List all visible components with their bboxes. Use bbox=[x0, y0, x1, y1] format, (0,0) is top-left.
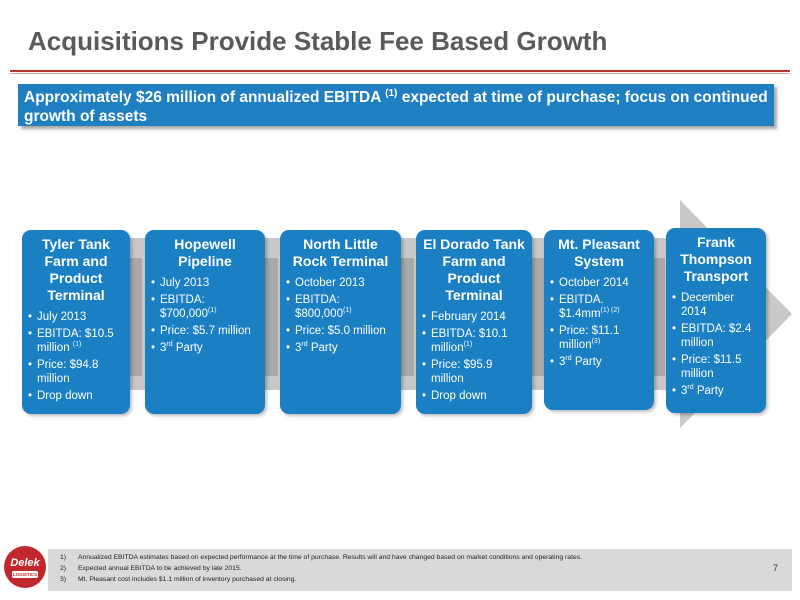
card-type: 3rd Party bbox=[151, 341, 259, 355]
card-price: Price: $11.1 million(3) bbox=[550, 324, 648, 352]
card-date: October 2013 bbox=[286, 276, 395, 290]
title-divider-thin bbox=[10, 73, 790, 74]
logo-subtitle: LOGISTICS bbox=[12, 571, 38, 578]
acquisition-card-frank-thompson: Frank Thompson Transport December 2014 E… bbox=[666, 228, 766, 413]
connector-bar bbox=[652, 258, 665, 376]
card-type: 3rd Party bbox=[286, 341, 395, 355]
card-bullets: December 2014 EBITDA: $2.4 million Price… bbox=[672, 291, 760, 398]
card-date: July 2013 bbox=[28, 310, 124, 324]
title-divider bbox=[10, 70, 790, 72]
connector-bar bbox=[531, 258, 544, 376]
delek-logistics-logo: Delek LOGISTICS bbox=[4, 546, 48, 594]
card-type: 3rd Party bbox=[550, 355, 648, 369]
page-number: 7 bbox=[772, 563, 778, 573]
card-price: Price: $5.7 million bbox=[151, 324, 259, 338]
card-price: Price: $95.9 million bbox=[422, 358, 526, 386]
footnote-2: 2) Expected annual EBITDA to be achieved … bbox=[60, 565, 242, 572]
acquisition-card-north-little-rock: North Little Rock Terminal October 2013 … bbox=[280, 230, 401, 414]
card-price: Price: $11.5 million bbox=[672, 353, 760, 381]
card-ebitda: EBITDA: $700,000(1) bbox=[151, 293, 259, 321]
card-bullets: October 2013 EBITDA: $800,000(1) Price: … bbox=[286, 276, 395, 355]
card-bullets: July 2013 EBITDA: $10.5 million (1) Pric… bbox=[28, 310, 124, 403]
card-price: Price: $5.0 million bbox=[286, 324, 395, 338]
card-date: December 2014 bbox=[672, 291, 760, 319]
acquisition-card-mt-pleasant: Mt. Pleasant System October 2014 EBITDA.… bbox=[544, 230, 654, 410]
acquisition-card-tyler: Tyler Tank Farm and Product Terminal Jul… bbox=[22, 230, 130, 414]
logo-name: Delek bbox=[10, 557, 40, 569]
connector-bar bbox=[129, 258, 142, 376]
page-title: Acquisitions Provide Stable Fee Based Gr… bbox=[28, 26, 608, 56]
connector-bar bbox=[401, 258, 414, 376]
banner-text-before: Approximately $26 million of annualized … bbox=[24, 89, 386, 106]
logo-badge bbox=[4, 546, 46, 588]
card-title: Frank Thompson Transport bbox=[680, 234, 752, 284]
card-title: Tyler Tank Farm and Product Terminal bbox=[42, 236, 110, 303]
footnote-3: 3) Mt. Pleasant cost includes $1.1 millio… bbox=[60, 576, 297, 583]
card-type: Drop down bbox=[28, 389, 124, 403]
card-title: North Little Rock Terminal bbox=[292, 236, 389, 269]
card-date: July 2013 bbox=[151, 276, 259, 290]
card-bullets: October 2014 EBITDA. $1.4mm(1) (2) Price… bbox=[550, 276, 648, 369]
card-title: Hopewell Pipeline bbox=[174, 236, 236, 269]
card-bullets: July 2013 EBITDA: $700,000(1) Price: $5.… bbox=[151, 276, 259, 355]
card-ebitda: EBITDA: $2.4 million bbox=[672, 322, 760, 350]
card-type: 3rd Party bbox=[672, 384, 760, 398]
card-ebitda: EBITDA: $10.5 million (1) bbox=[28, 327, 124, 355]
banner-footnote-ref: (1) bbox=[385, 87, 398, 99]
card-date: February 2014 bbox=[422, 310, 526, 324]
card-ebitda: EBITDA: $800,000(1) bbox=[286, 293, 395, 321]
banner-text-after: expected at time of purchase; focus on c… bbox=[24, 89, 768, 125]
card-date: October 2014 bbox=[550, 276, 648, 290]
card-ebitda: EBITDA. $1.4mm(1) (2) bbox=[550, 293, 648, 321]
card-title: Mt. Pleasant System bbox=[558, 236, 640, 269]
connector-bar bbox=[265, 258, 278, 376]
acquisition-card-el-dorado: El Dorado Tank Farm and Product Terminal… bbox=[416, 230, 532, 414]
footnote-1: 1) Annualized EBITDA estimates based on e… bbox=[60, 554, 583, 561]
card-title: El Dorado Tank Farm and Product Terminal bbox=[423, 236, 525, 303]
acquisition-card-hopewell: Hopewell Pipeline July 2013 EBITDA: $700… bbox=[145, 230, 265, 414]
card-ebitda: EBITDA: $10.1 million(1) bbox=[422, 327, 526, 355]
summary-banner: Approximately $26 million of annualized … bbox=[18, 84, 774, 126]
card-bullets: February 2014 EBITDA: $10.1 million(1) P… bbox=[422, 310, 526, 403]
card-type: Drop down bbox=[422, 389, 526, 403]
footnotes-panel: 1) Annualized EBITDA estimates based on e… bbox=[48, 549, 792, 591]
card-price: Price: $94.8 million bbox=[28, 358, 124, 386]
